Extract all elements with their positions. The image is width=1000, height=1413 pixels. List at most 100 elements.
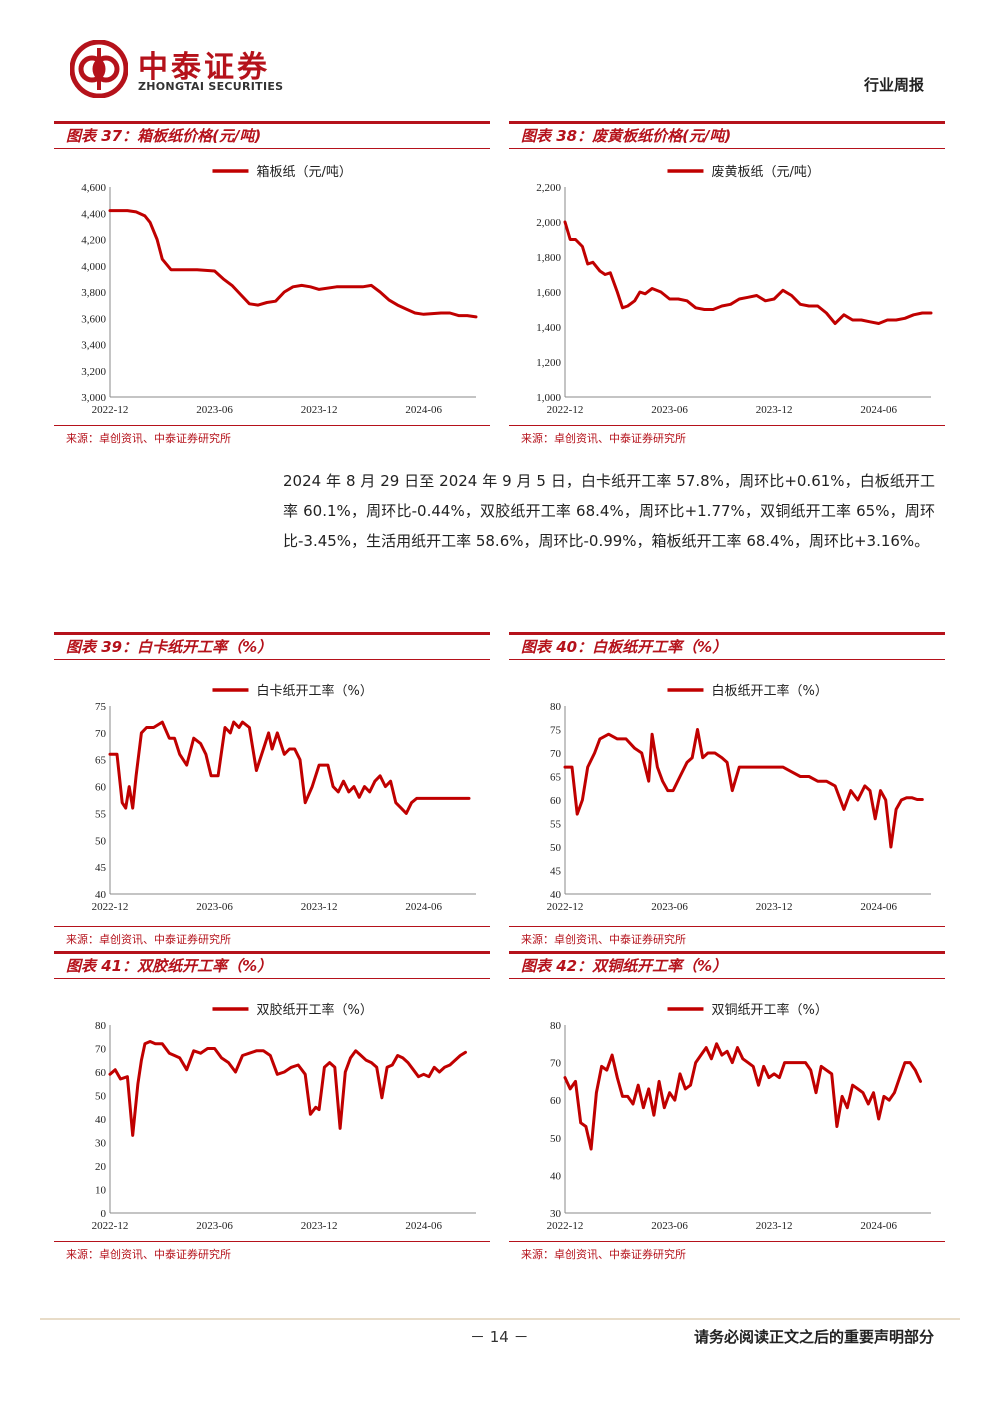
y-tick-label: 50 bbox=[95, 835, 107, 847]
y-tick-label: 1,600 bbox=[536, 287, 561, 299]
x-tick-label: 2022-12 bbox=[92, 404, 129, 416]
chart-title: 图表 40：白板纸开工率（%） bbox=[509, 632, 945, 660]
y-tick-label: 1,400 bbox=[536, 322, 561, 334]
chart-source: 来源：卓创资讯、中泰证券研究所 bbox=[509, 425, 945, 446]
x-tick-label: 2023-06 bbox=[651, 901, 688, 913]
y-tick-label: 40 bbox=[95, 889, 107, 901]
x-tick-label: 2023-12 bbox=[301, 404, 338, 416]
x-tick-label: 2022-12 bbox=[92, 901, 129, 913]
y-tick-label: 1,000 bbox=[536, 392, 561, 404]
chart-panel-42: 图表 42：双铜纸开工率（%） 30 40 50 60 70 80 2022-12 2023-… bbox=[509, 951, 945, 1271]
y-tick-label: 3,000 bbox=[81, 392, 106, 404]
x-tick-label: 2023-12 bbox=[756, 404, 793, 416]
y-tick-label: 1,200 bbox=[536, 357, 561, 369]
y-tick-label: 3,400 bbox=[81, 340, 106, 352]
chart-title: 图表 42：双铜纸开工率（%） bbox=[509, 951, 945, 979]
chart-37: 3,000 3,200 3,400 3,600 3,800 4,000 4,200 4,400… bbox=[81, 164, 478, 416]
chart-source: 来源：卓创资讯、中泰证券研究所 bbox=[509, 1241, 945, 1262]
series-line bbox=[108, 720, 471, 815]
series-line bbox=[108, 209, 478, 319]
chart-panel-40: 图表 40：白板纸开工率（%） 40 45 50 55 60 65 70 75 80 2022-1… bbox=[509, 632, 945, 952]
y-tick-label: 70 bbox=[550, 748, 562, 760]
chart-title: 图表 39：白卡纸开工率（%） bbox=[54, 632, 490, 660]
y-tick-label: 0 bbox=[101, 1208, 107, 1220]
legend-label: 箱板纸（元/吨） bbox=[256, 164, 351, 180]
y-tick-label: 50 bbox=[550, 842, 562, 854]
chart-41: 0 10 20 30 40 50 60 70 80 2022-12 2023-06 2023-12 20… bbox=[92, 1002, 476, 1232]
x-tick-label: 2022-12 bbox=[547, 404, 584, 416]
body-paragraph: 2024 年 8 月 29 日至 2024 年 9 月 5 日，白卡纸开工率 5… bbox=[283, 472, 935, 550]
y-tick-label: 2,200 bbox=[536, 182, 561, 194]
y-tick-label: 4,200 bbox=[81, 235, 106, 247]
chart-source: 来源：卓创资讯、中泰证券研究所 bbox=[54, 425, 490, 446]
x-tick-label: 2024-06 bbox=[405, 901, 442, 913]
y-tick-label: 10 bbox=[95, 1185, 107, 1197]
chart-title: 图表 37：箱板纸价格(元/吨) bbox=[54, 121, 490, 149]
y-tick-label: 3,600 bbox=[81, 313, 106, 325]
y-tick-label: 75 bbox=[95, 701, 107, 713]
x-tick-label: 2024-06 bbox=[860, 404, 897, 416]
y-tick-label: 55 bbox=[550, 819, 562, 831]
series-line bbox=[563, 220, 933, 325]
y-tick-label: 40 bbox=[550, 1170, 562, 1182]
chart-title: 图表 38：废黄板纸价格(元/吨) bbox=[509, 121, 945, 149]
y-tick-label: 80 bbox=[550, 1020, 562, 1032]
y-tick-label: 3,200 bbox=[81, 366, 106, 378]
y-tick-label: 4,600 bbox=[81, 182, 106, 194]
y-tick-label: 45 bbox=[550, 866, 562, 878]
x-tick-label: 2023-06 bbox=[651, 404, 688, 416]
x-tick-label: 2024-06 bbox=[860, 901, 897, 913]
legend-label: 白卡纸开工率（%） bbox=[256, 683, 372, 699]
y-tick-label: 55 bbox=[95, 808, 107, 820]
y-tick-label: 70 bbox=[550, 1058, 562, 1070]
x-tick-label: 2022-12 bbox=[547, 901, 584, 913]
y-tick-label: 80 bbox=[550, 701, 562, 713]
chart-source: 来源：卓创资讯、中泰证券研究所 bbox=[54, 926, 490, 947]
chart-panel-39: 图表 39：白卡纸开工率（%） 40 45 50 55 60 65 70 75 2022-12 2… bbox=[54, 632, 490, 952]
chart-38: 1,000 1,200 1,400 1,600 1,800 2,000 2,200 2022-… bbox=[536, 164, 933, 416]
x-tick-label: 2023-06 bbox=[196, 1220, 233, 1232]
x-tick-label: 2023-06 bbox=[651, 1220, 688, 1232]
y-tick-label: 4,000 bbox=[81, 261, 106, 273]
chart-source: 来源：卓创资讯、中泰证券研究所 bbox=[509, 926, 945, 947]
page-header: 中泰证券 ZHONGTAI SECURITIES 行业周报 bbox=[0, 0, 1000, 120]
chart-40: 40 45 50 55 60 65 70 75 80 2022-12 2023-06 2023-12 2… bbox=[547, 683, 931, 913]
x-tick-label: 2023-12 bbox=[756, 901, 793, 913]
y-tick-label: 65 bbox=[95, 755, 107, 767]
series-line bbox=[563, 1042, 922, 1151]
y-tick-label: 60 bbox=[95, 782, 107, 794]
y-tick-label: 2,000 bbox=[536, 217, 561, 229]
y-tick-label: 50 bbox=[95, 1091, 107, 1103]
page-number: － 14 － bbox=[470, 1328, 529, 1346]
y-tick-label: 4,400 bbox=[81, 208, 106, 220]
logo-text-en: ZHONGTAI SECURITIES bbox=[138, 80, 284, 93]
series-line bbox=[108, 1040, 467, 1137]
x-tick-label: 2023-12 bbox=[301, 901, 338, 913]
y-tick-label: 30 bbox=[550, 1208, 562, 1220]
x-tick-label: 2023-06 bbox=[196, 901, 233, 913]
chart-panel-38: 图表 38：废黄板纸价格(元/吨) 1,000 1,200 1,400 1,600 1,… bbox=[509, 121, 945, 451]
zhongtai-logo-icon bbox=[70, 40, 128, 98]
x-tick-label: 2024-06 bbox=[405, 404, 442, 416]
logo-text-cn: 中泰证券 bbox=[138, 50, 270, 85]
x-tick-label: 2023-06 bbox=[196, 404, 233, 416]
y-tick-label: 70 bbox=[95, 728, 107, 740]
footer-disclaimer: 请务必阅读正文之后的重要声明部分 bbox=[693, 1328, 934, 1346]
y-tick-label: 40 bbox=[95, 1114, 107, 1126]
legend-label: 白板纸开工率（%） bbox=[711, 683, 827, 699]
x-tick-label: 2023-12 bbox=[301, 1220, 338, 1232]
y-tick-label: 65 bbox=[550, 772, 562, 784]
y-tick-label: 80 bbox=[95, 1020, 107, 1032]
x-tick-label: 2022-12 bbox=[547, 1220, 584, 1232]
report-type: 行业周报 bbox=[863, 76, 924, 94]
y-tick-label: 50 bbox=[550, 1133, 562, 1145]
y-tick-label: 60 bbox=[550, 1095, 562, 1107]
x-tick-label: 2024-06 bbox=[860, 1220, 897, 1232]
chart-title: 图表 41：双胶纸开工率（%） bbox=[54, 951, 490, 979]
legend-label: 双胶纸开工率（%） bbox=[256, 1002, 372, 1018]
x-tick-label: 2023-12 bbox=[756, 1220, 793, 1232]
y-tick-label: 30 bbox=[95, 1138, 107, 1150]
x-tick-label: 2024-06 bbox=[405, 1220, 442, 1232]
chart-panel-37: 图表 37：箱板纸价格(元/吨) 3,000 3,200 3,400 3,600 3,8… bbox=[54, 121, 490, 451]
y-tick-label: 40 bbox=[550, 889, 562, 901]
